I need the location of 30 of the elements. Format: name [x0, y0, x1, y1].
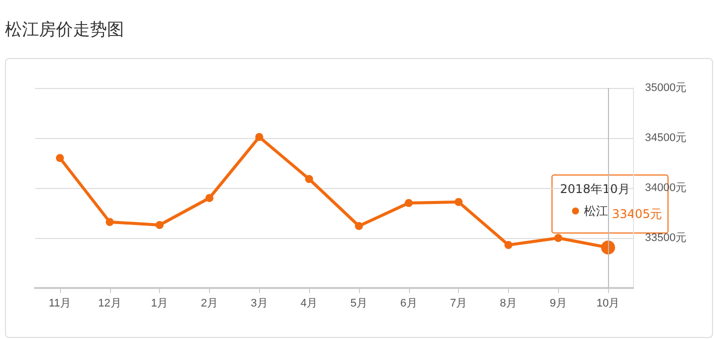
x-tick-label: 9月 — [550, 298, 567, 310]
legend-label: 松江 — [584, 204, 608, 218]
x-tick-label: 6月 — [400, 298, 418, 310]
point — [205, 194, 214, 202]
chart-title: 松江房价走势图 — [5, 19, 124, 41]
y-tick-label: 34500元 — [645, 132, 687, 144]
point — [454, 198, 463, 206]
annotation: 2018年10月 — [560, 182, 630, 196]
x-tick-label: 11月 — [48, 298, 72, 310]
point — [255, 133, 264, 141]
point — [106, 218, 114, 226]
point — [504, 241, 512, 249]
x-tick-label: 3月 — [250, 298, 268, 310]
point — [156, 221, 164, 229]
point — [554, 234, 562, 242]
y-tick-label: 35000元 — [645, 82, 687, 94]
x-tick-label: 7月 — [450, 298, 468, 310]
point — [404, 199, 413, 207]
x-tick-label: 4月 — [300, 298, 318, 310]
x-tick-label: 1月 — [151, 298, 168, 310]
point — [56, 154, 64, 162]
x-tick-label: 2月 — [200, 298, 218, 310]
point — [305, 175, 314, 183]
x-tick-label: 12月 — [98, 298, 122, 310]
x-tick-label: 8月 — [500, 298, 517, 310]
data-label: 33405元 — [612, 207, 662, 221]
x-tick-label: 5月 — [350, 298, 368, 310]
point — [354, 222, 363, 230]
x-tick-label: 10月 — [596, 298, 620, 310]
y-tick-label: 33500元 — [645, 232, 687, 244]
